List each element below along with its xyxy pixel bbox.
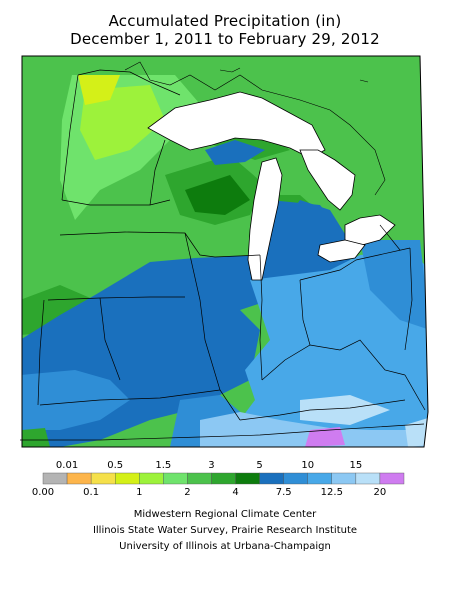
credit-uiuc: University of Illinois at Urbana-Champai… <box>119 541 331 552</box>
canada-coast <box>124 61 386 196</box>
legend-top-label: 15 <box>349 460 363 471</box>
legend-swatch <box>114 472 140 485</box>
legend-bottom-label: 0.1 <box>83 487 100 498</box>
legend-bottom-label: 1 <box>136 487 143 498</box>
legend-top-label: 1.5 <box>155 460 172 471</box>
credit-mrcc: Midwestern Regional Climate Center <box>133 509 317 520</box>
legend-swatch <box>235 472 260 485</box>
legend-swatch <box>42 472 68 485</box>
legend-swatch <box>139 472 164 485</box>
legend-swatch <box>211 472 236 485</box>
legend-bottom-label: 12.5 <box>320 487 343 498</box>
legend-top-label: 0.5 <box>107 460 124 471</box>
legend-swatch <box>379 472 405 485</box>
legend-swatch <box>259 472 284 485</box>
legend-swatch <box>355 472 381 485</box>
map-date-range: December 1, 2011 to February 29, 2012 <box>70 30 380 48</box>
legend-bottom-label: 2 <box>184 487 191 498</box>
legend-swatch <box>307 472 333 485</box>
legend-top-label: 3 <box>208 460 215 471</box>
legend-color-bar <box>42 472 405 485</box>
legend-swatch <box>187 472 212 485</box>
map-title: Accumulated Precipitation (in) <box>108 12 342 30</box>
legend-swatch <box>163 472 188 485</box>
credit-isws: Illinois State Water Survey, Prairie Res… <box>92 525 358 536</box>
legend-swatch <box>331 472 357 485</box>
legend-swatch <box>283 472 308 485</box>
legend-swatch <box>90 472 116 485</box>
legend-top-label: 10 <box>301 460 315 471</box>
state-borders <box>20 69 426 441</box>
legend-swatch <box>66 472 92 485</box>
legend-bottom-label: 20 <box>373 487 387 498</box>
legend-bottom-label: 7.5 <box>275 487 292 498</box>
great-lakes <box>147 91 396 281</box>
legend-top-label: 0.01 <box>55 460 79 471</box>
legend-bottom-label: 4 <box>232 487 239 498</box>
legend-bottom-label: 0.00 <box>31 487 55 498</box>
map-frame <box>21 55 429 448</box>
legend-top-label: 5 <box>256 460 263 471</box>
